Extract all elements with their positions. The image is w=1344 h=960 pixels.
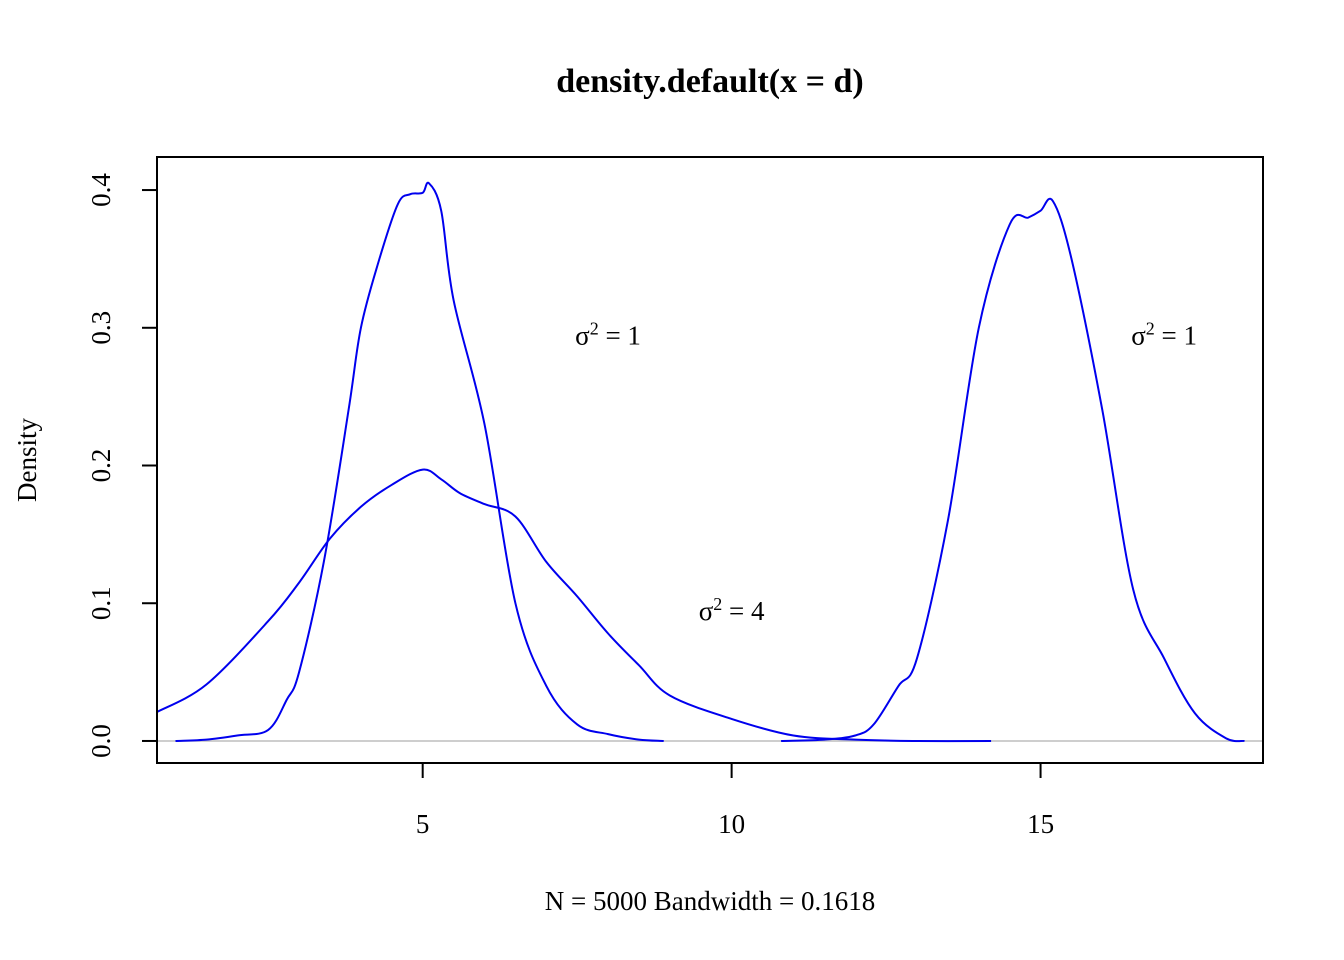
- x-tick-label: 10: [718, 809, 745, 839]
- chart-title: density.default(x = d): [556, 63, 863, 100]
- y-tick-label: 0.0: [86, 724, 116, 758]
- density-curve-1: [175, 181, 664, 742]
- y-tick-label: 0.3: [86, 311, 116, 345]
- density-curve-3: [781, 197, 1245, 743]
- y-tick-label: 0.1: [86, 586, 116, 620]
- y-tick-label: 0.2: [86, 449, 116, 483]
- y-tick-label: 0.4: [86, 173, 116, 207]
- y-axis-label: Density: [12, 418, 42, 502]
- density-curves: [156, 181, 1245, 743]
- sigma-annotation: σ2 = 4: [699, 594, 765, 626]
- axis-ticks: 5 10 15 0.0 0.1 0.2 0.3 0.4: [86, 173, 1054, 839]
- density-curve-2: [156, 468, 992, 743]
- x-tick-label: 5: [416, 809, 430, 839]
- sigma-annotation: σ2 = 1: [1131, 319, 1197, 351]
- sigma-annotation: σ2 = 1: [575, 319, 641, 351]
- plot-frame: [156, 156, 1264, 764]
- annotations: σ2 = 1 σ2 = 1 σ2 = 4: [575, 319, 1197, 626]
- x-axis-label: N = 5000 Bandwidth = 0.1618: [545, 886, 875, 916]
- x-tick-label: 15: [1027, 809, 1054, 839]
